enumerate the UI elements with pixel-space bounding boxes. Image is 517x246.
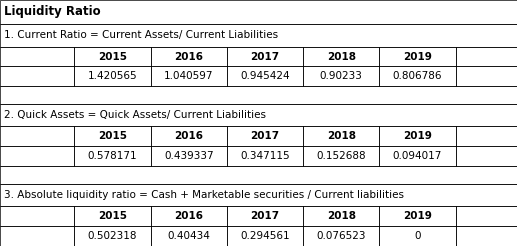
Text: 2016: 2016 (174, 131, 203, 141)
Bar (227, 226, 303, 246)
Text: 0.90233: 0.90233 (320, 71, 362, 81)
Text: 2019: 2019 (403, 211, 432, 221)
Text: 0.094017: 0.094017 (393, 151, 442, 161)
Text: 2018: 2018 (327, 211, 356, 221)
Bar (0, 24, 517, 46)
Bar (0, 0, 517, 24)
Bar (0, 46, 74, 66)
Bar (0, 206, 74, 226)
Bar (150, 146, 227, 166)
Text: 1. Current Ratio = Current Assets/ Current Liabilities: 1. Current Ratio = Current Assets/ Curre… (4, 30, 278, 40)
Bar (379, 66, 455, 86)
Bar (379, 126, 455, 146)
Bar (303, 146, 379, 166)
Text: 2015: 2015 (98, 211, 127, 221)
Text: 2018: 2018 (327, 131, 356, 141)
Text: 3. Absolute liquidity ratio = Cash + Marketable securities / Current liabilities: 3. Absolute liquidity ratio = Cash + Mar… (4, 190, 404, 200)
Text: 2019: 2019 (403, 51, 432, 62)
Text: 2. Quick Assets = Quick Assets/ Current Liabilities: 2. Quick Assets = Quick Assets/ Current … (4, 110, 266, 120)
Bar (150, 206, 227, 226)
Bar (455, 226, 517, 246)
Text: 2015: 2015 (98, 51, 127, 62)
Bar (150, 226, 227, 246)
Text: 0.347115: 0.347115 (240, 151, 290, 161)
Bar (227, 146, 303, 166)
Text: 0.40434: 0.40434 (168, 231, 210, 241)
Bar (455, 126, 517, 146)
Bar (455, 146, 517, 166)
Bar (227, 66, 303, 86)
Bar (150, 46, 227, 66)
Bar (303, 46, 379, 66)
Bar (379, 146, 455, 166)
Text: 2016: 2016 (174, 51, 203, 62)
Text: 2015: 2015 (98, 131, 127, 141)
Text: 0: 0 (414, 231, 421, 241)
Bar (455, 66, 517, 86)
Text: 2017: 2017 (250, 131, 280, 141)
Text: 1.040597: 1.040597 (164, 71, 214, 81)
Text: 0.076523: 0.076523 (316, 231, 366, 241)
Text: 0.806786: 0.806786 (393, 71, 442, 81)
Text: 0.294561: 0.294561 (240, 231, 290, 241)
Text: 2016: 2016 (174, 211, 203, 221)
Text: 1.420565: 1.420565 (88, 71, 137, 81)
Bar (303, 126, 379, 146)
Bar (379, 206, 455, 226)
Text: 2017: 2017 (250, 211, 280, 221)
Bar (0, 166, 517, 184)
Bar (303, 66, 379, 86)
Bar (379, 226, 455, 246)
Text: 0.439337: 0.439337 (164, 151, 214, 161)
Bar (227, 126, 303, 146)
Text: 0.502318: 0.502318 (88, 231, 137, 241)
Bar (303, 226, 379, 246)
Bar (74, 46, 150, 66)
Bar (74, 206, 150, 226)
Bar (455, 206, 517, 226)
Bar (303, 206, 379, 226)
Bar (0, 104, 517, 126)
Bar (0, 86, 517, 104)
Bar (74, 66, 150, 86)
Bar (227, 46, 303, 66)
Bar (74, 126, 150, 146)
Bar (0, 184, 517, 206)
Bar (227, 206, 303, 226)
Bar (379, 46, 455, 66)
Text: 0.152688: 0.152688 (316, 151, 366, 161)
Text: 2019: 2019 (403, 131, 432, 141)
Bar (0, 226, 74, 246)
Bar (150, 66, 227, 86)
Bar (74, 146, 150, 166)
Bar (0, 126, 74, 146)
Text: Liquidity Ratio: Liquidity Ratio (4, 5, 101, 18)
Bar (74, 226, 150, 246)
Bar (0, 146, 74, 166)
Bar (455, 46, 517, 66)
Text: 0.945424: 0.945424 (240, 71, 290, 81)
Bar (0, 66, 74, 86)
Text: 2017: 2017 (250, 51, 280, 62)
Bar (150, 126, 227, 146)
Text: 0.578171: 0.578171 (88, 151, 137, 161)
Text: 2018: 2018 (327, 51, 356, 62)
